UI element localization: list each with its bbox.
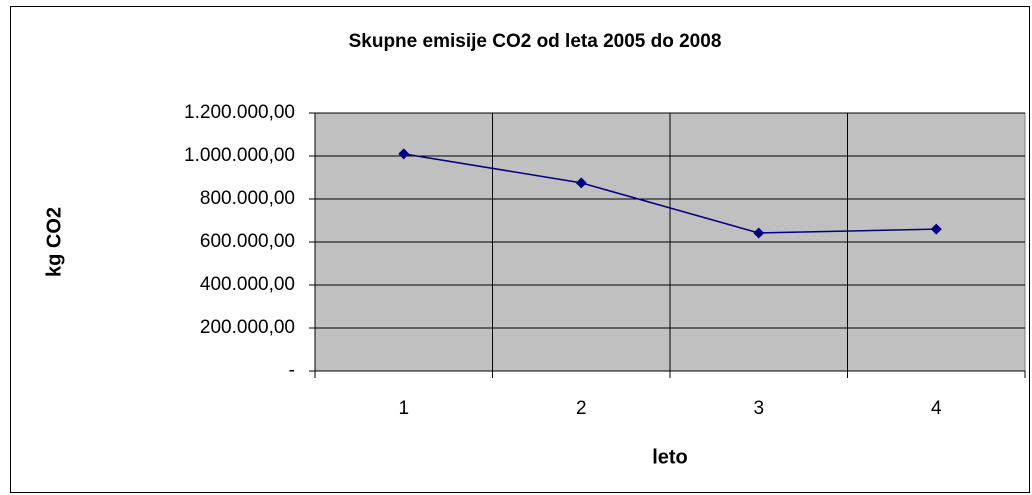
x-tick-label: 4	[931, 398, 942, 419]
chart-title: Skupne emisije CO2 od leta 2005 do 2008	[349, 31, 722, 52]
y-tick-label: 1.000.000,00	[184, 145, 295, 166]
y-tick-label: 400.000,00	[200, 274, 295, 295]
y-tick-label: 800.000,00	[200, 188, 295, 209]
series-line	[403, 153, 937, 234]
data-point	[398, 148, 410, 160]
y-tick-label: -	[289, 360, 295, 381]
data-point	[753, 227, 765, 239]
data-point	[575, 177, 587, 189]
y-tick-label: 1.200.000,00	[184, 102, 295, 123]
x-axis-label: leto	[652, 446, 688, 468]
data-point	[930, 223, 942, 235]
x-tick-label: 3	[753, 398, 764, 419]
x-tick-label: 1	[398, 398, 409, 419]
y-tick-label: 600.000,00	[200, 231, 295, 252]
x-tick-label: 2	[576, 398, 587, 419]
y-axis-label: kg CO2	[43, 207, 65, 277]
y-tick-label: 200.000,00	[200, 317, 295, 338]
